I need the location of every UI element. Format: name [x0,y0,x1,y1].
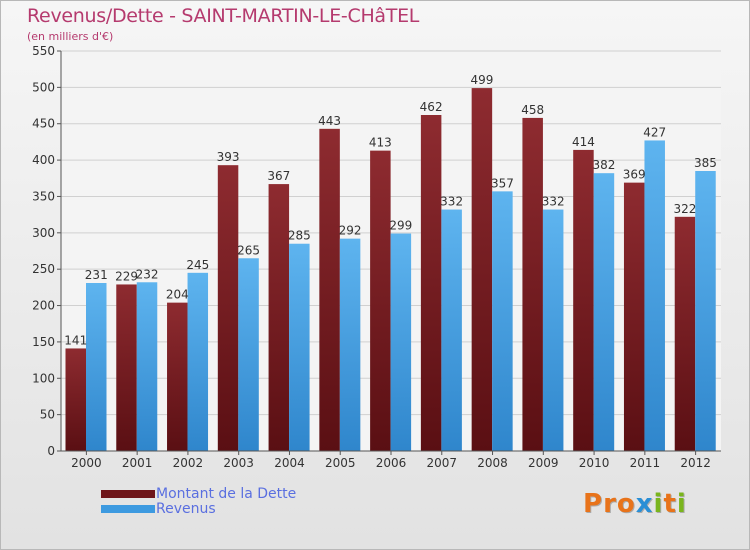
bar-dette [420,115,442,451]
bar-revenus [339,238,361,451]
data-label: 427 [643,125,666,139]
data-label: 141 [64,333,87,347]
legend-label-revenus: Revenus [156,501,216,517]
bar-revenus [644,140,665,452]
chart-title: Revenus/Dette - SAINT-MARTIN-LE-CHâTEL [27,5,420,27]
bar-revenus [187,272,209,451]
bar-revenus [593,173,615,451]
logo-letter: r [603,489,617,519]
x-tick-label: 2011 [630,456,661,470]
y-tick-label: 100 [32,371,55,385]
bar-dette [370,150,391,452]
y-tick-label: 150 [32,335,55,349]
x-tick-label: 2008 [477,456,508,470]
legend-swatch-revenus [101,505,155,513]
x-tick-label: 2003 [223,456,254,470]
data-label: 385 [694,156,717,170]
data-label: 265 [237,243,260,257]
chart-subtitle: (en milliers d'€) [27,30,114,43]
x-tick-label: 2004 [274,456,305,470]
data-label: 204 [166,288,189,302]
bar-dette [674,216,696,451]
logo-letter: t [663,489,677,519]
data-label: 458 [521,103,544,117]
proxiti-logo: Proxiti [583,489,687,519]
x-tick-label: 2007 [426,456,457,470]
legend-swatch-debt [101,490,155,498]
data-label: 413 [369,136,392,150]
x-tick-label: 2005 [325,456,356,470]
bar-revenus [289,243,310,451]
x-tick-label: 2000 [71,456,102,470]
data-label: 285 [288,229,311,243]
bar-dette [268,184,290,451]
logo-letter: x [635,489,654,519]
data-label: 231 [85,268,108,282]
bar-dette [116,284,137,451]
bar-revenus [86,283,107,451]
x-tick-label: 2001 [122,456,153,470]
y-tick-label: 50 [40,408,55,422]
x-tick-label: 2009 [528,456,559,470]
bar-revenus [492,191,513,451]
bar-revenus [390,233,412,451]
x-tick-label: 2002 [173,456,204,470]
x-tick-label: 2012 [680,456,711,470]
data-label: 367 [267,169,290,183]
bar-revenus [695,171,716,451]
data-label: 229 [115,269,138,283]
bar-revenus [542,209,564,451]
bar-dette [471,88,493,451]
legend-label-debt: Montant de la Dette [156,486,297,502]
data-label: 292 [339,224,362,238]
y-tick-label: 500 [32,80,55,94]
data-label: 232 [136,267,159,281]
bar-dette [522,117,543,451]
data-label: 462 [420,100,443,114]
bar-revenus [441,209,462,451]
bar-dette [217,165,239,451]
data-label: 299 [389,219,412,233]
bar-dette [573,149,594,451]
logo-letter: P [583,489,604,519]
y-tick-label: 400 [32,153,55,167]
data-label: 443 [318,114,341,128]
data-label: 332 [542,195,565,209]
data-label: 332 [440,195,463,209]
bar-dette [167,302,188,451]
y-tick-label: 200 [32,299,55,313]
data-label: 369 [623,168,646,182]
data-label: 393 [217,150,240,164]
logo-letter: o [616,489,636,519]
x-tick-label: 2010 [579,456,610,470]
data-label: 245 [186,258,209,272]
y-tick-label: 250 [32,262,55,276]
y-tick-label: 550 [32,44,55,58]
data-label: 357 [491,176,514,190]
data-label: 414 [572,135,595,149]
logo-letter: i [653,489,664,519]
bar-dette [319,128,340,451]
y-tick-label: 300 [32,226,55,240]
y-tick-label: 450 [32,117,55,131]
bar-revenus [136,282,158,451]
y-tick-label: 0 [47,444,55,458]
bar-dette [65,348,86,451]
y-tick-label: 350 [32,189,55,203]
bar-dette [623,182,645,452]
x-tick-label: 2006 [376,456,407,470]
bar-revenus [238,258,259,451]
data-label: 322 [674,202,697,216]
data-label: 382 [592,158,615,172]
data-label: 499 [470,73,493,87]
logo-letter: i [676,489,687,519]
